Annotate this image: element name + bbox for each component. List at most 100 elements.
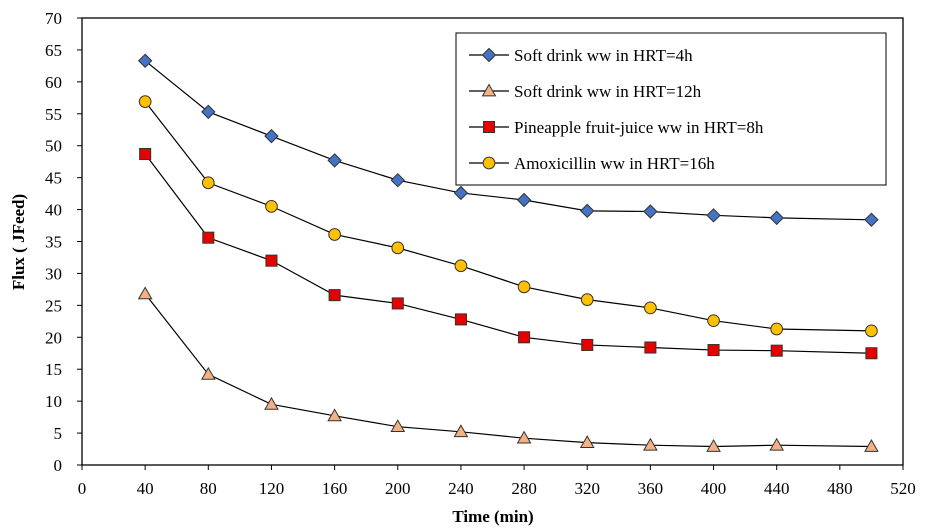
data-point-square xyxy=(265,254,278,267)
x-axis-title: Time (min) xyxy=(452,507,533,526)
data-point-square xyxy=(865,347,878,360)
y-tick-label: 55 xyxy=(45,105,62,124)
data-point-circle xyxy=(770,322,784,336)
y-tick-label: 70 xyxy=(45,9,62,28)
data-point-triangle xyxy=(864,438,879,452)
data-point-circle xyxy=(707,314,720,328)
data-point-square xyxy=(518,331,531,344)
data-point-triangle xyxy=(516,430,532,444)
x-tick-label: 120 xyxy=(259,479,285,498)
x-tick-label: 0 xyxy=(78,479,87,498)
series-layer xyxy=(137,53,879,452)
data-point-diamond xyxy=(864,212,879,227)
data-point-circle xyxy=(328,228,341,241)
data-point-circle xyxy=(644,301,657,315)
data-point-circle xyxy=(391,241,405,255)
series-line xyxy=(144,153,872,354)
y-tick-label: 50 xyxy=(45,137,62,156)
x-tick-label: 480 xyxy=(827,479,853,498)
y-tick-label: 15 xyxy=(45,360,62,379)
legend-box xyxy=(455,32,887,186)
data-point-square xyxy=(482,120,496,134)
data-point-circle xyxy=(138,95,152,109)
series-square xyxy=(139,147,878,360)
y-tick-label: 5 xyxy=(54,424,63,443)
data-point-circle xyxy=(517,280,531,294)
y-tick-label: 60 xyxy=(45,73,62,92)
data-point-triangle xyxy=(200,366,216,380)
data-point-square xyxy=(644,341,657,354)
data-point-diamond xyxy=(453,185,469,201)
data-point-diamond xyxy=(481,47,497,63)
data-point-diamond xyxy=(769,210,784,226)
y-tick-label: 65 xyxy=(45,41,62,60)
data-point-triangle xyxy=(579,435,595,449)
data-point-square xyxy=(454,313,467,326)
data-point-triangle xyxy=(137,286,153,300)
data-point-square xyxy=(770,344,783,357)
data-point-triangle xyxy=(264,396,279,410)
data-point-square xyxy=(202,231,215,244)
x-tick-label: 240 xyxy=(448,479,474,498)
legend-label: Amoxicillin ww in HRT=16h xyxy=(514,154,715,173)
series-line xyxy=(144,293,872,448)
y-tick-label: 10 xyxy=(45,392,62,411)
data-point-circle xyxy=(865,324,878,338)
x-tick-label: 440 xyxy=(764,479,790,498)
data-point-circle xyxy=(201,176,215,190)
x-tick-label: 320 xyxy=(574,479,600,498)
data-point-diamond xyxy=(327,153,342,168)
data-point-square xyxy=(139,147,152,161)
data-point-square xyxy=(581,338,594,351)
series-line xyxy=(144,101,872,332)
y-tick-label: 40 xyxy=(45,201,62,220)
x-tick-label: 280 xyxy=(511,479,537,498)
data-point-diamond xyxy=(643,204,658,219)
data-point-diamond xyxy=(264,128,279,144)
data-point-circle xyxy=(482,156,496,170)
x-tick-label: 400 xyxy=(701,479,727,498)
legend-item: Soft drink ww in HRT=4h xyxy=(469,46,693,65)
series-line xyxy=(144,60,872,221)
data-point-diamond xyxy=(706,208,721,223)
data-point-diamond xyxy=(580,203,595,219)
y-axis-title: Flux ( JFeed) xyxy=(9,194,28,290)
data-point-triangle xyxy=(643,437,658,451)
data-point-diamond xyxy=(201,104,216,120)
y-tick-label: 25 xyxy=(45,296,62,315)
data-point-circle xyxy=(454,259,468,273)
data-point-triangle xyxy=(769,437,785,451)
legend-item: Soft drink ww in HRT=12h xyxy=(469,82,702,101)
chart-legend: Soft drink ww in HRT=4h Soft drink ww in … xyxy=(455,32,887,186)
x-tick-label: 520 xyxy=(890,479,916,498)
data-point-triangle xyxy=(390,419,406,433)
x-tick-label: 360 xyxy=(638,479,664,498)
data-point-triangle xyxy=(481,83,497,97)
data-point-square xyxy=(707,344,720,357)
x-tick-label: 40 xyxy=(137,479,154,498)
y-tick-label: 30 xyxy=(45,264,62,283)
y-tick-label: 35 xyxy=(45,233,62,252)
legend-label: Soft drink ww in HRT=12h xyxy=(514,82,702,101)
y-tick-label: 0 xyxy=(54,456,63,475)
series-triangle xyxy=(137,286,879,452)
x-tick-label: 200 xyxy=(385,479,411,498)
data-point-diamond xyxy=(390,172,405,188)
series-diamond xyxy=(137,53,879,227)
data-point-square xyxy=(391,297,404,310)
data-point-circle xyxy=(265,200,278,213)
data-point-triangle xyxy=(453,424,469,438)
chart-axes: 0 40 80 120 160 200 240 280 320 360 400 440 480 52005… xyxy=(45,9,916,498)
data-point-square xyxy=(328,289,341,302)
data-point-circle xyxy=(580,293,594,306)
data-point-triangle xyxy=(706,438,721,452)
legend-label: Soft drink ww in HRT=4h xyxy=(514,46,693,65)
data-point-diamond xyxy=(137,53,153,68)
series-circle xyxy=(138,95,878,338)
y-tick-label: 45 xyxy=(45,169,62,188)
x-tick-label: 160 xyxy=(322,479,348,498)
x-tick-label: 80 xyxy=(200,479,217,498)
y-tick-label: 20 xyxy=(45,328,62,347)
legend-item: Pineapple fruit-juice ww in HRT=8h xyxy=(469,118,764,137)
